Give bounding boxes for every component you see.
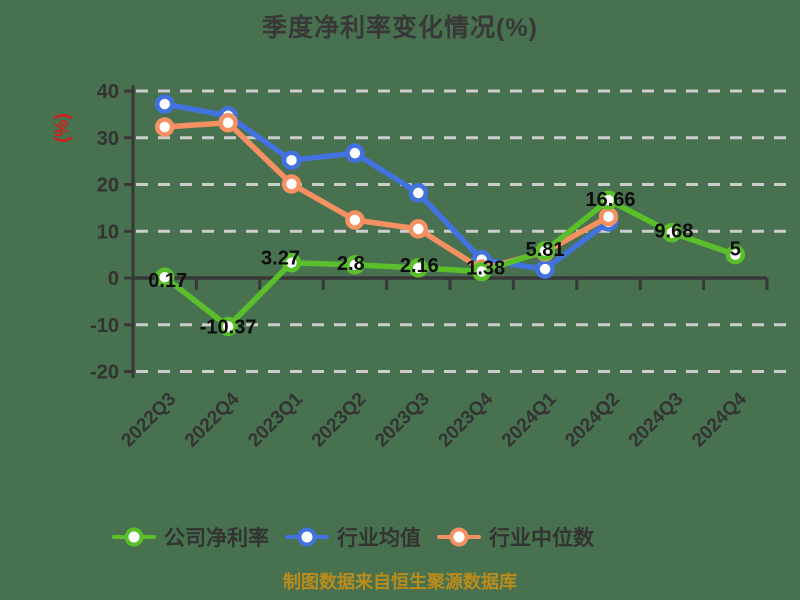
data-label: 3.27 (261, 248, 300, 270)
x-tick-label: 2023Q4 (435, 388, 498, 451)
data-label: 9.68 (654, 221, 693, 243)
x-tick-label: 2022Q4 (181, 388, 244, 451)
data-point-series-0 (408, 258, 429, 278)
x-tick-label: 2023Q3 (371, 389, 434, 452)
series-line-1 (161, 101, 612, 272)
data-point-series-1 (345, 143, 365, 163)
data-label: -10.37 (200, 316, 257, 338)
data-point-series-2 (598, 207, 619, 227)
x-tick-label: 2024Q4 (688, 388, 751, 451)
x-tick-label: 2024Q2 (561, 389, 624, 452)
legend-item-industry-average[interactable]: 行业均值 (285, 522, 421, 552)
legend-item-industry-median[interactable]: 行业中位数 (437, 522, 594, 552)
y-tick-label: 20 (97, 175, 119, 197)
y-tick-label: 30 (97, 128, 119, 150)
chart-title: 季度净利率变化情况(%) (262, 14, 538, 42)
x-tick-label: 2024Q1 (498, 388, 561, 451)
company-series-marker-icon (112, 526, 156, 548)
y-tick-label: -10 (90, 315, 119, 337)
y-tick-label: 10 (97, 221, 119, 243)
legend-label-industry-average: 行业均值 (337, 527, 421, 550)
data-point-series-1 (281, 150, 302, 170)
x-tick-label: 2023Q2 (308, 389, 371, 452)
data-point-series-1 (154, 94, 175, 114)
data-point-series-2 (345, 210, 365, 230)
data-source-caption: 制图数据来自恒生聚源数据库 (283, 572, 517, 592)
data-label: 2.8 (337, 253, 365, 275)
industry-median-series-marker-icon (437, 526, 481, 548)
x-tick-label: 2024Q3 (625, 389, 688, 452)
data-point-series-2 (154, 117, 175, 137)
series-line-0 (161, 197, 739, 330)
data-point-series-1 (535, 259, 555, 279)
data-label: 2.16 (400, 255, 439, 277)
data-point-series-0 (662, 222, 682, 243)
x-tick-label: 2022Q3 (118, 389, 181, 452)
data-point-series-0 (598, 190, 619, 210)
legend: 公司净利率 行业均值 行业中位数 (112, 522, 800, 552)
legend-label-industry-median: 行业中位数 (489, 527, 594, 550)
data-point-series-2 (281, 174, 302, 194)
data-point-series-0 (281, 252, 302, 273)
data-point-series-0 (218, 316, 238, 337)
data-point-series-0 (154, 267, 175, 287)
data-point-series-0 (345, 255, 365, 275)
data-point-series-1 (408, 183, 429, 203)
legend-item-company[interactable]: 公司净利率 (112, 522, 269, 552)
y-tick-label: -20 (90, 362, 119, 384)
x-tick-label: 2023Q1 (244, 388, 307, 451)
legend-label-company: 公司净利率 (164, 527, 269, 550)
data-label: 1.38 (466, 258, 505, 280)
data-point-series-0 (535, 241, 555, 261)
data-label: 0.17 (148, 270, 187, 292)
data-label: 5.81 (526, 239, 565, 261)
data-label: 16.66 (585, 189, 635, 211)
data-point-series-0 (725, 244, 746, 265)
y-tick-label: 0 (108, 268, 119, 290)
industry-average-series-marker-icon (285, 526, 329, 548)
data-point-series-2 (408, 219, 429, 239)
data-label: 5 (730, 239, 741, 261)
y-tick-label: 40 (97, 81, 119, 103)
data-point-series-0 (471, 261, 492, 282)
data-point-series-2 (218, 113, 238, 133)
